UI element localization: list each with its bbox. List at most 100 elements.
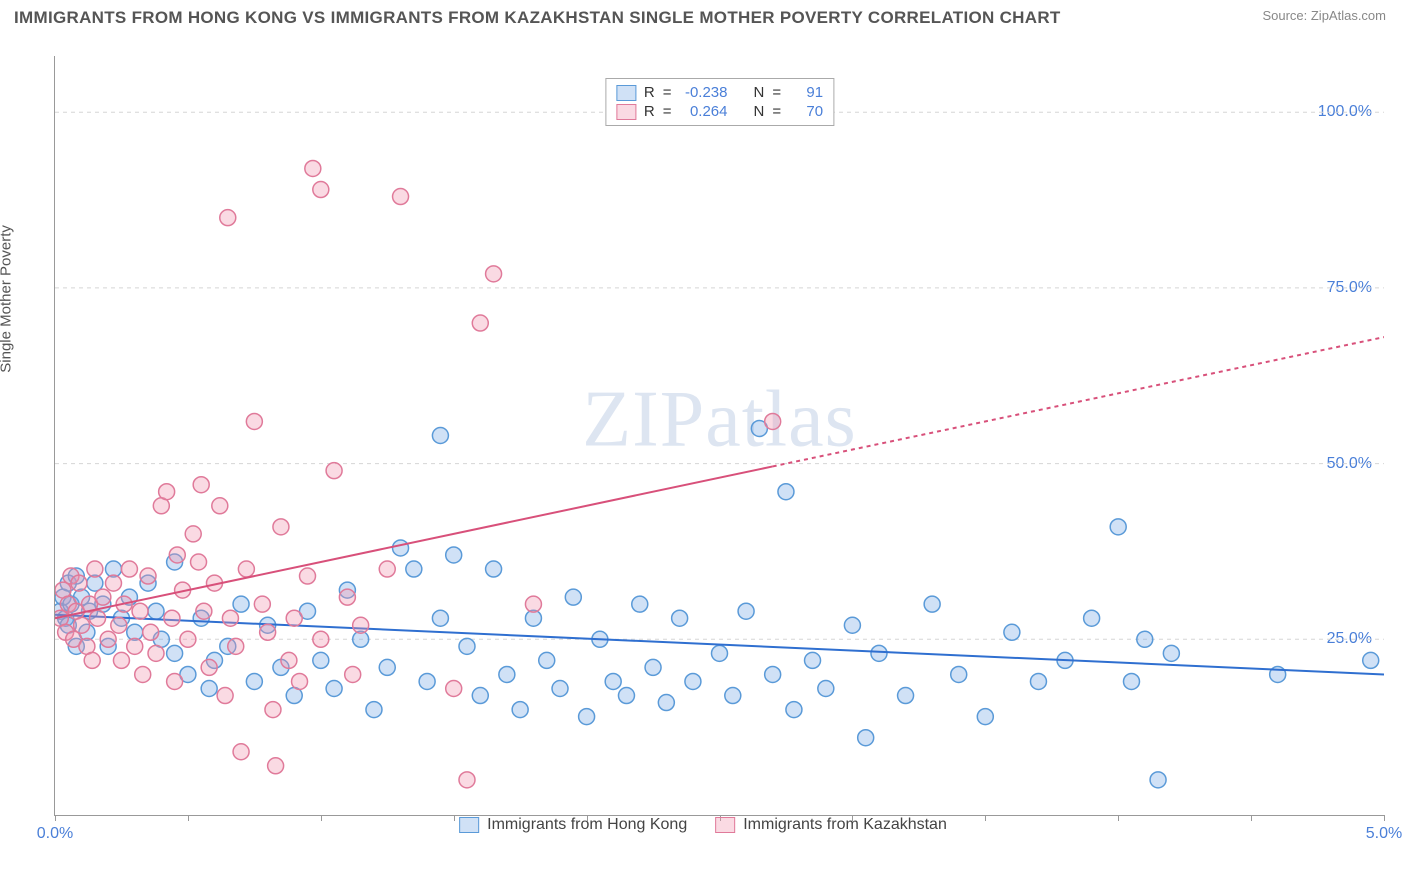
- point-kz: [212, 498, 228, 514]
- legend-r-value-hk: -0.238: [680, 84, 728, 101]
- point-kz: [127, 638, 143, 654]
- point-kz: [220, 210, 236, 226]
- point-kz: [246, 413, 262, 429]
- source-prefix: Source:: [1262, 8, 1310, 23]
- point-kz: [185, 526, 201, 542]
- point-hk: [1084, 610, 1100, 626]
- x-tick: [1118, 815, 1119, 821]
- point-kz: [273, 519, 289, 535]
- point-hk: [393, 540, 409, 556]
- point-kz: [196, 603, 212, 619]
- legend-n-label: N: [754, 84, 765, 101]
- point-hk: [805, 652, 821, 668]
- legend-row-hk: R = -0.238 N = 91: [616, 83, 823, 102]
- point-kz: [148, 645, 164, 661]
- point-hk: [1363, 652, 1379, 668]
- x-tick: [55, 815, 56, 821]
- point-hk: [632, 596, 648, 612]
- legend-series: Immigrants from Hong Kong Immigrants fro…: [459, 816, 947, 834]
- point-hk: [786, 702, 802, 718]
- point-kz: [74, 617, 90, 633]
- point-hk: [778, 484, 794, 500]
- point-hk: [1137, 631, 1153, 647]
- point-kz: [191, 554, 207, 570]
- point-hk: [552, 681, 568, 697]
- point-hk: [858, 730, 874, 746]
- legend-r-value-kz: 0.264: [680, 103, 728, 120]
- chart-title: IMMIGRANTS FROM HONG KONG VS IMMIGRANTS …: [14, 8, 1061, 28]
- point-kz: [180, 631, 196, 647]
- point-kz: [525, 596, 541, 612]
- point-kz: [140, 568, 156, 584]
- point-hk: [246, 673, 262, 689]
- point-hk: [201, 681, 217, 697]
- swatch-kz-bottom: [715, 817, 735, 833]
- point-hk: [871, 645, 887, 661]
- legend-n-value-kz: 70: [789, 103, 823, 120]
- point-hk: [1123, 673, 1139, 689]
- legend-item-kz: Immigrants from Kazakhstan: [715, 816, 947, 834]
- point-hk: [685, 673, 701, 689]
- x-tick-label: 0.0%: [37, 825, 73, 843]
- point-kz: [393, 189, 409, 205]
- point-hk: [1030, 673, 1046, 689]
- point-kz: [113, 652, 129, 668]
- point-hk: [406, 561, 422, 577]
- x-tick: [321, 815, 322, 821]
- point-hk: [233, 596, 249, 612]
- point-kz: [143, 624, 159, 640]
- source-link[interactable]: ZipAtlas.com: [1311, 8, 1386, 23]
- point-kz: [379, 561, 395, 577]
- point-kz: [765, 413, 781, 429]
- x-tick-label: 5.0%: [1366, 825, 1402, 843]
- point-hk: [738, 603, 754, 619]
- point-hk: [313, 652, 329, 668]
- point-kz: [446, 681, 462, 697]
- point-hk: [459, 638, 475, 654]
- point-kz: [217, 688, 233, 704]
- point-kz: [222, 610, 238, 626]
- point-kz: [268, 758, 284, 774]
- point-hk: [672, 610, 688, 626]
- point-hk: [725, 688, 741, 704]
- point-kz: [459, 772, 475, 788]
- point-kz: [164, 610, 180, 626]
- point-kz: [71, 575, 87, 591]
- point-kz: [132, 603, 148, 619]
- x-tick: [1251, 815, 1252, 821]
- legend-row-kz: R = 0.264 N = 70: [616, 102, 823, 121]
- point-hk: [366, 702, 382, 718]
- point-kz: [167, 673, 183, 689]
- legend-r-label: R: [644, 84, 655, 101]
- swatch-hk-bottom: [459, 817, 479, 833]
- point-hk: [765, 666, 781, 682]
- point-kz: [345, 666, 361, 682]
- chart-container: Single Mother Poverty ZIPatlas R = -0.23…: [14, 38, 1392, 838]
- point-kz: [135, 666, 151, 682]
- point-kz: [281, 652, 297, 668]
- plot-svg: [55, 56, 1384, 815]
- point-kz: [286, 610, 302, 626]
- point-hk: [446, 547, 462, 563]
- point-kz: [339, 589, 355, 605]
- point-kz: [105, 575, 121, 591]
- point-kz: [300, 568, 316, 584]
- point-hk: [379, 659, 395, 675]
- point-kz: [260, 624, 276, 640]
- x-tick: [1384, 815, 1385, 821]
- point-hk: [1110, 519, 1126, 535]
- point-hk: [472, 688, 488, 704]
- y-axis-label: Single Mother Poverty: [0, 225, 15, 373]
- legend-n-value-hk: 91: [789, 84, 823, 101]
- swatch-kz: [616, 104, 636, 120]
- legend-item-hk: Immigrants from Hong Kong: [459, 816, 687, 834]
- point-kz: [228, 638, 244, 654]
- point-hk: [432, 610, 448, 626]
- point-hk: [818, 681, 834, 697]
- point-kz: [254, 596, 270, 612]
- point-hk: [539, 652, 555, 668]
- point-hk: [844, 617, 860, 633]
- point-kz: [169, 547, 185, 563]
- point-kz: [84, 652, 100, 668]
- point-hk: [565, 589, 581, 605]
